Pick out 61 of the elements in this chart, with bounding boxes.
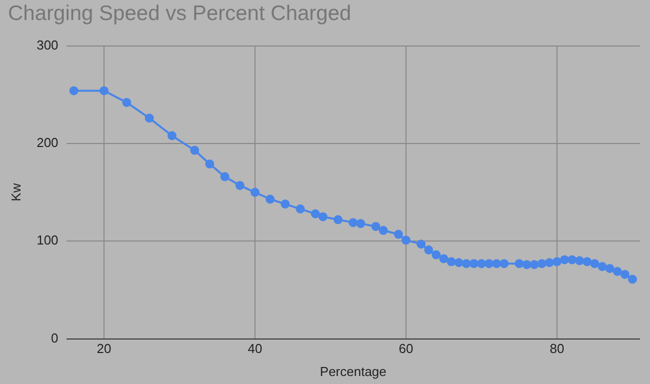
- point: [500, 259, 509, 268]
- x-tick-label: 20: [96, 341, 112, 356]
- y-tick-label: 300: [36, 37, 58, 52]
- point: [469, 259, 478, 268]
- x-tick-label: 60: [398, 341, 414, 356]
- point: [462, 259, 471, 268]
- point: [432, 250, 441, 260]
- y-tick-label: 0: [51, 330, 58, 346]
- y-axis-title: Kw: [8, 182, 24, 202]
- x-tick-label: 40: [248, 341, 262, 356]
- point: [424, 245, 434, 254]
- point: [522, 260, 532, 270]
- point: [605, 264, 614, 273]
- point: [439, 254, 448, 264]
- point: [334, 215, 343, 224]
- point: [598, 262, 607, 272]
- point: [266, 194, 275, 204]
- point: [122, 98, 132, 107]
- point: [575, 256, 584, 266]
- point: [394, 230, 403, 239]
- point: [446, 257, 456, 266]
- x-tick-label: 80: [550, 341, 564, 356]
- point: [310, 209, 320, 218]
- point: [205, 159, 214, 168]
- point: [190, 146, 200, 155]
- point: [552, 257, 562, 266]
- point: [582, 257, 592, 266]
- point: [416, 240, 426, 249]
- point: [69, 86, 78, 96]
- point: [378, 226, 388, 235]
- point: [537, 259, 546, 268]
- point: [250, 188, 260, 197]
- point: [620, 270, 630, 279]
- point: [318, 212, 328, 222]
- point: [568, 255, 577, 264]
- point: [280, 200, 290, 209]
- y-tick-label: 100: [36, 232, 58, 248]
- point: [356, 219, 366, 228]
- point: [612, 266, 622, 276]
- point: [476, 259, 486, 268]
- point: [628, 274, 637, 284]
- point: [514, 259, 524, 268]
- point: [100, 86, 109, 96]
- point: [454, 258, 464, 268]
- point: [560, 255, 570, 264]
- point: [401, 236, 410, 245]
- point: [144, 114, 154, 123]
- point: [348, 218, 358, 228]
- chart-title: Charging Speed vs Percent Charged: [8, 2, 352, 26]
- point: [492, 259, 502, 268]
- point: [590, 259, 600, 268]
- point: [235, 180, 244, 190]
- x-axis-title: Percentage: [320, 364, 386, 379]
- point: [371, 222, 380, 231]
- point: [544, 258, 554, 268]
- point: [220, 172, 230, 182]
- point: [530, 260, 539, 270]
- point: [296, 204, 305, 214]
- point: [484, 259, 494, 268]
- point: [167, 131, 176, 140]
- y-tick-label: 200: [36, 135, 58, 150]
